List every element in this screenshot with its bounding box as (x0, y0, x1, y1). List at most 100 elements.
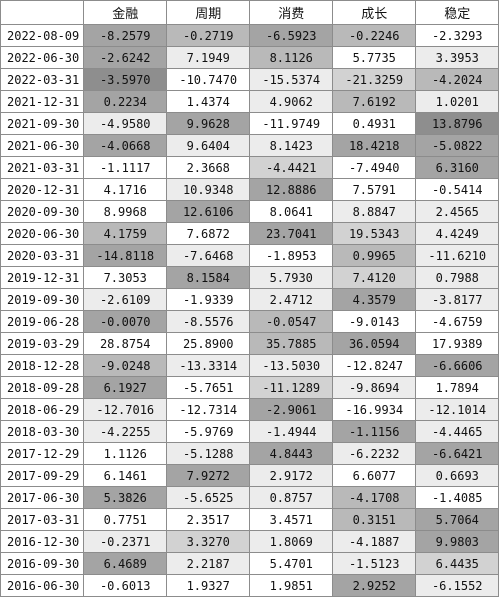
date-cell[interactable]: 2019-06-28 (0, 310, 85, 333)
date-cell[interactable]: 2020-09-30 (0, 200, 85, 223)
value-cell[interactable]: -12.7016 (83, 398, 168, 421)
value-cell[interactable]: -14.8118 (83, 244, 168, 267)
value-cell[interactable]: 7.4120 (332, 266, 417, 289)
value-cell[interactable]: -9.0248 (83, 354, 168, 377)
value-cell[interactable]: -2.6242 (83, 46, 168, 69)
date-cell[interactable]: 2021-09-30 (0, 112, 85, 135)
value-cell[interactable]: -3.8177 (415, 288, 500, 311)
value-cell[interactable]: 3.3953 (415, 46, 500, 69)
date-cell[interactable]: 2019-09-30 (0, 288, 85, 311)
value-cell[interactable]: 0.2234 (83, 90, 168, 113)
value-cell[interactable]: -1.9339 (166, 288, 251, 311)
value-cell[interactable]: 12.6106 (166, 200, 251, 223)
date-cell[interactable]: 2021-12-31 (0, 90, 85, 113)
value-cell[interactable]: 5.4701 (249, 552, 334, 575)
value-cell[interactable]: 7.6872 (166, 222, 251, 245)
value-cell[interactable]: -1.5123 (332, 552, 417, 575)
header-finance[interactable]: 金融 (83, 0, 168, 25)
date-cell[interactable]: 2016-09-30 (0, 552, 85, 575)
value-cell[interactable]: 7.6192 (332, 90, 417, 113)
header-corner-cell[interactable] (0, 0, 85, 25)
value-cell[interactable]: -8.5576 (166, 310, 251, 333)
value-cell[interactable]: 1.1126 (83, 442, 168, 465)
value-cell[interactable]: 7.3053 (83, 266, 168, 289)
date-cell[interactable]: 2017-12-29 (0, 442, 85, 465)
value-cell[interactable]: 6.3160 (415, 156, 500, 179)
value-cell[interactable]: -0.0547 (249, 310, 334, 333)
value-cell[interactable]: -3.5970 (83, 68, 168, 91)
value-cell[interactable]: 0.3151 (332, 508, 417, 531)
value-cell[interactable]: 2.2187 (166, 552, 251, 575)
header-stable[interactable]: 稳定 (415, 0, 500, 25)
value-cell[interactable]: 4.9062 (249, 90, 334, 113)
value-cell[interactable]: -4.4465 (415, 420, 500, 443)
value-cell[interactable]: -5.6525 (166, 486, 251, 509)
value-cell[interactable]: 2.9172 (249, 464, 334, 487)
value-cell[interactable]: 7.5791 (332, 178, 417, 201)
value-cell[interactable]: -15.5374 (249, 68, 334, 91)
value-cell[interactable]: -6.1552 (415, 574, 500, 597)
value-cell[interactable]: -4.2024 (415, 68, 500, 91)
value-cell[interactable]: 28.8754 (83, 332, 168, 355)
value-cell[interactable]: 23.7041 (249, 222, 334, 245)
value-cell[interactable]: 7.1949 (166, 46, 251, 69)
value-cell[interactable]: -1.4944 (249, 420, 334, 443)
date-cell[interactable]: 2019-03-29 (0, 332, 85, 355)
value-cell[interactable]: 1.9327 (166, 574, 251, 597)
date-cell[interactable]: 2017-09-29 (0, 464, 85, 487)
value-cell[interactable]: 36.0594 (332, 332, 417, 355)
value-cell[interactable]: -4.1708 (332, 486, 417, 509)
value-cell[interactable]: 6.6077 (332, 464, 417, 487)
value-cell[interactable]: -4.0668 (83, 134, 168, 157)
value-cell[interactable]: 0.6693 (415, 464, 500, 487)
value-cell[interactable]: -0.2371 (83, 530, 168, 553)
date-cell[interactable]: 2018-12-28 (0, 354, 85, 377)
value-cell[interactable]: 6.4689 (83, 552, 168, 575)
value-cell[interactable]: 1.7894 (415, 376, 500, 399)
value-cell[interactable]: -21.3259 (332, 68, 417, 91)
date-cell[interactable]: 2016-06-30 (0, 574, 85, 597)
value-cell[interactable]: 17.9389 (415, 332, 500, 355)
value-cell[interactable]: 6.4435 (415, 552, 500, 575)
date-cell[interactable]: 2018-03-30 (0, 420, 85, 443)
value-cell[interactable]: 8.8847 (332, 200, 417, 223)
value-cell[interactable]: -11.6210 (415, 244, 500, 267)
value-cell[interactable]: 1.9851 (249, 574, 334, 597)
value-cell[interactable]: 9.9803 (415, 530, 500, 553)
value-cell[interactable]: -1.1156 (332, 420, 417, 443)
value-cell[interactable]: 10.9348 (166, 178, 251, 201)
value-cell[interactable]: 5.3826 (83, 486, 168, 509)
value-cell[interactable]: 4.1759 (83, 222, 168, 245)
value-cell[interactable]: 0.7988 (415, 266, 500, 289)
value-cell[interactable]: 2.4712 (249, 288, 334, 311)
date-cell[interactable]: 2022-06-30 (0, 46, 85, 69)
date-cell[interactable]: 2018-06-29 (0, 398, 85, 421)
value-cell[interactable]: -4.2255 (83, 420, 168, 443)
value-cell[interactable]: 18.4218 (332, 134, 417, 157)
value-cell[interactable]: 1.8069 (249, 530, 334, 553)
value-cell[interactable]: 9.9628 (166, 112, 251, 135)
value-cell[interactable]: -2.3293 (415, 24, 500, 47)
date-cell[interactable]: 2021-03-31 (0, 156, 85, 179)
date-cell[interactable]: 2017-06-30 (0, 486, 85, 509)
date-cell[interactable]: 2019-12-31 (0, 266, 85, 289)
value-cell[interactable]: -4.1887 (332, 530, 417, 553)
value-cell[interactable]: -6.6421 (415, 442, 500, 465)
value-cell[interactable]: -2.9061 (249, 398, 334, 421)
value-cell[interactable]: -0.2719 (166, 24, 251, 47)
value-cell[interactable]: -5.9769 (166, 420, 251, 443)
value-cell[interactable]: -13.3314 (166, 354, 251, 377)
value-cell[interactable]: -0.2246 (332, 24, 417, 47)
value-cell[interactable]: 8.1126 (249, 46, 334, 69)
value-cell[interactable]: -11.1289 (249, 376, 334, 399)
value-cell[interactable]: -9.0143 (332, 310, 417, 333)
value-cell[interactable]: -5.1288 (166, 442, 251, 465)
value-cell[interactable]: -4.4421 (249, 156, 334, 179)
value-cell[interactable]: -2.6109 (83, 288, 168, 311)
value-cell[interactable]: 1.4374 (166, 90, 251, 113)
header-growth[interactable]: 成长 (332, 0, 417, 25)
value-cell[interactable]: 4.3579 (332, 288, 417, 311)
value-cell[interactable]: 5.7064 (415, 508, 500, 531)
value-cell[interactable]: 8.0641 (249, 200, 334, 223)
value-cell[interactable]: 1.0201 (415, 90, 500, 113)
